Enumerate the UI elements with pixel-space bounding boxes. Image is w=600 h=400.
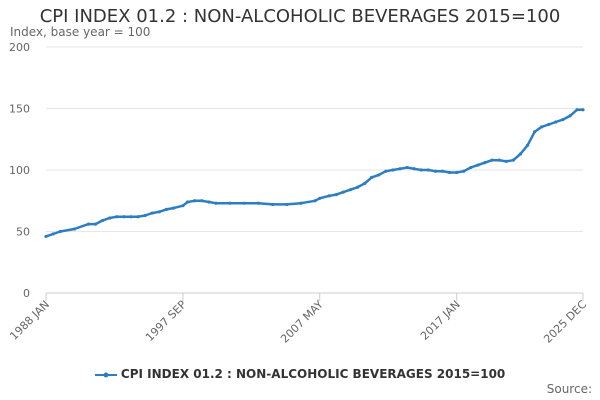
- data-point[interactable]: [405, 165, 409, 170]
- data-point[interactable]: [518, 152, 523, 156]
- data-point[interactable]: [412, 167, 416, 171]
- data-point[interactable]: [483, 161, 487, 165]
- data-point[interactable]: [242, 201, 246, 205]
- data-point[interactable]: [334, 193, 338, 197]
- data-point[interactable]: [469, 165, 473, 170]
- data-point[interactable]: [256, 201, 261, 205]
- data-point[interactable]: [370, 175, 374, 179]
- data-point[interactable]: [497, 158, 501, 162]
- data-point[interactable]: [214, 201, 218, 205]
- data-point[interactable]: [181, 204, 185, 208]
- data-point[interactable]: [540, 125, 544, 129]
- data-point[interactable]: [504, 159, 508, 163]
- x-axis: 1988 JAN 1997 SEP 2007 MAY 2017 JAN 2025 DEC: [7, 293, 589, 346]
- y-tick-label: 50: [16, 226, 30, 239]
- y-tick-label: 0: [23, 287, 30, 300]
- legend-label: CPI INDEX 01.2 : NON-ALCOHOLIC BEVERAGES…: [120, 367, 506, 381]
- data-point[interactable]: [164, 207, 168, 211]
- data-point[interactable]: [108, 216, 112, 220]
- data-point[interactable]: [58, 229, 62, 234]
- data-point[interactable]: [363, 181, 367, 186]
- x-tick-label: 2007 MAY: [278, 298, 326, 346]
- data-point[interactable]: [377, 173, 381, 177]
- data-point[interactable]: [568, 114, 572, 118]
- data-point[interactable]: [157, 210, 161, 214]
- data-point[interactable]: [419, 168, 423, 172]
- data-point[interactable]: [72, 227, 76, 231]
- data-point[interactable]: [554, 120, 558, 124]
- data-point[interactable]: [341, 190, 345, 194]
- data-point[interactable]: [547, 122, 551, 127]
- data-point[interactable]: [313, 199, 317, 203]
- series-line[interactable]: [44, 108, 585, 238]
- data-point[interactable]: [101, 218, 105, 223]
- data-point[interactable]: [525, 143, 530, 147]
- data-point[interactable]: [318, 196, 322, 200]
- data-point[interactable]: [207, 200, 211, 204]
- y-tick-label: 150: [9, 103, 30, 116]
- data-point[interactable]: [186, 200, 190, 204]
- x-tick-label: 2017 JAN: [418, 298, 463, 343]
- data-point[interactable]: [490, 158, 494, 162]
- data-point[interactable]: [51, 232, 55, 236]
- source-label: Source:: [546, 382, 592, 396]
- legend[interactable]: CPI INDEX 01.2 : NON-ALCOHOLIC BEVERAGES…: [0, 367, 600, 381]
- data-point[interactable]: [93, 222, 98, 226]
- data-point[interactable]: [561, 117, 565, 122]
- data-point[interactable]: [299, 201, 303, 205]
- data-point[interactable]: [581, 108, 585, 112]
- data-point[interactable]: [476, 163, 480, 167]
- gridlines: [46, 46, 583, 232]
- x-tick-label: 2025 DEC: [541, 298, 589, 346]
- data-point[interactable]: [575, 108, 579, 112]
- data-point[interactable]: [532, 130, 537, 134]
- data-point[interactable]: [115, 215, 119, 219]
- x-tick-label: 1997 SEP: [143, 298, 189, 344]
- data-point[interactable]: [511, 158, 515, 162]
- chart-subtitle: Index, base year = 100: [10, 25, 151, 39]
- y-tick-label: 100: [9, 164, 30, 177]
- data-point[interactable]: [355, 185, 360, 189]
- chart-title: CPI INDEX 01.2 : NON-ALCOHOLIC BEVERAGES…: [39, 6, 561, 27]
- data-point[interactable]: [193, 199, 197, 203]
- data-point[interactable]: [462, 169, 466, 173]
- data-point[interactable]: [440, 169, 445, 173]
- data-point[interactable]: [150, 211, 154, 215]
- data-point[interactable]: [228, 201, 232, 205]
- data-point[interactable]: [348, 188, 353, 192]
- data-point[interactable]: [129, 215, 133, 219]
- data-point[interactable]: [44, 234, 48, 239]
- data-point[interactable]: [122, 215, 126, 219]
- data-point[interactable]: [447, 170, 452, 175]
- legend-swatch-icon: [94, 372, 117, 377]
- data-point[interactable]: [433, 169, 438, 173]
- data-point[interactable]: [200, 199, 204, 203]
- data-point[interactable]: [384, 169, 388, 173]
- data-point[interactable]: [455, 170, 459, 175]
- y-axis: 0 50 100 150 200: [9, 41, 30, 300]
- y-tick-label: 200: [9, 41, 30, 54]
- data-point[interactable]: [136, 215, 140, 219]
- series-layer: [44, 108, 585, 239]
- data-point[interactable]: [285, 202, 289, 207]
- x-tick-label: 1988 JAN: [7, 298, 52, 343]
- data-point[interactable]: [398, 167, 402, 171]
- data-point[interactable]: [171, 206, 176, 210]
- data-point[interactable]: [270, 202, 275, 207]
- data-point[interactable]: [426, 168, 430, 172]
- data-point[interactable]: [391, 168, 395, 172]
- data-point[interactable]: [143, 213, 147, 218]
- data-point[interactable]: [327, 194, 331, 198]
- data-point[interactable]: [86, 222, 91, 226]
